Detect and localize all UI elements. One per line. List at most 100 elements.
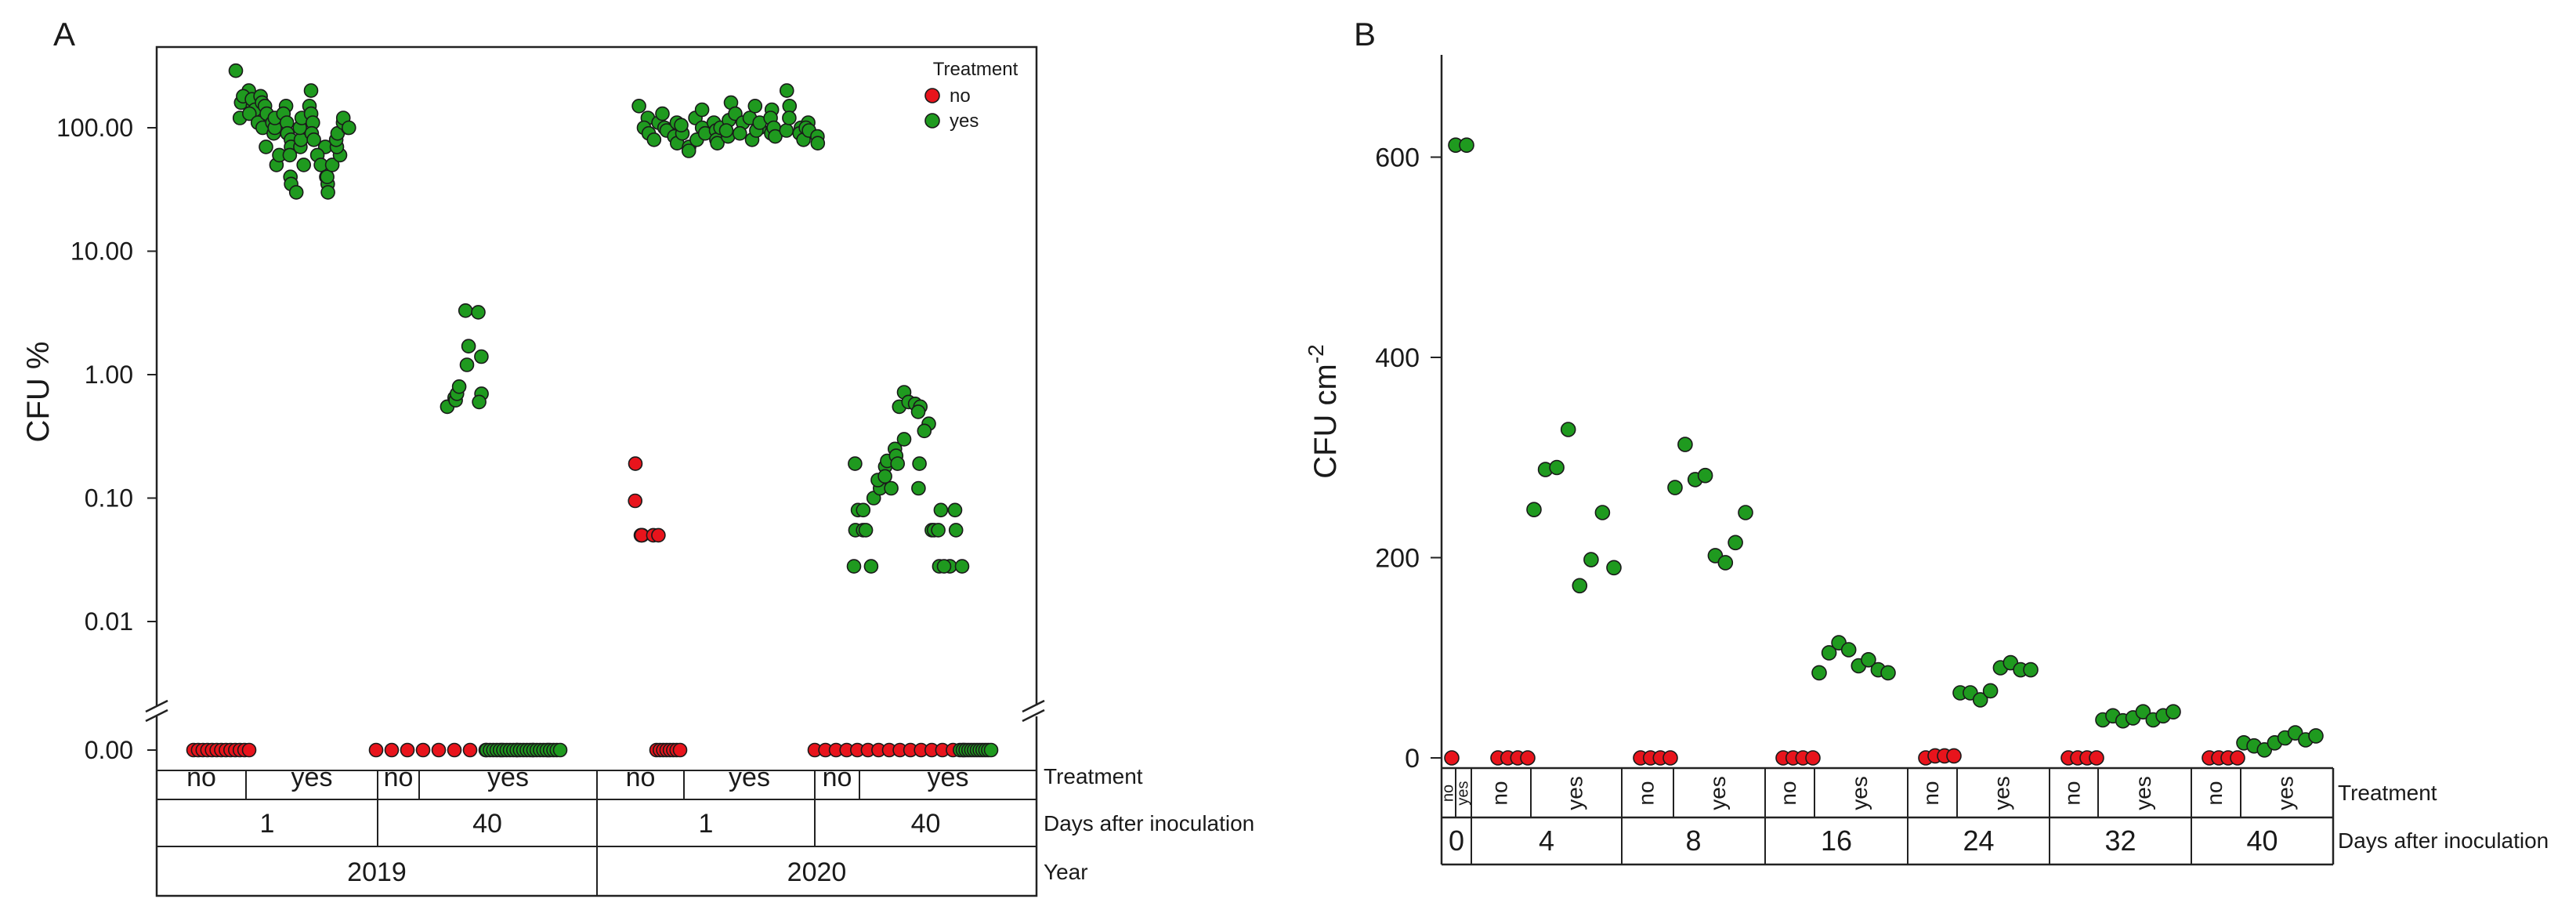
data-point-2020-d1-yes: [782, 111, 797, 125]
data-point-2019-d40-yes: [458, 303, 473, 318]
data-point-2019-d40-no: [415, 742, 431, 758]
days-label: 8: [1685, 825, 1701, 857]
data-point-2020-d1-yes: [810, 136, 826, 150]
data-point-d8-yes: [1697, 467, 1713, 484]
data-point-2020-d40-yes: [912, 456, 927, 471]
days-label: 40: [472, 809, 502, 839]
data-point-2020-d1-yes: [732, 125, 747, 141]
data-point-d16-yes: [1880, 665, 1896, 681]
axis-break-mark: [1022, 699, 1045, 713]
y-axis-label-superscript: -2: [1304, 344, 1328, 364]
data-point-d16-no: [1805, 750, 1821, 766]
data-point-2019-d40-no: [462, 742, 478, 758]
data-point-2020-d1-yes: [718, 123, 734, 138]
y-tick-label: 0.10: [85, 484, 133, 513]
days-label: 0: [1449, 825, 1464, 857]
data-point-2020-d1-no: [628, 456, 643, 471]
data-point-2020-d40-yes: [947, 502, 963, 518]
days-label: 1: [699, 809, 714, 839]
data-point-2020-d40-yes: [896, 432, 912, 447]
data-point-2020-d1-yes: [747, 99, 763, 114]
treatment-label: no: [1634, 781, 1658, 805]
data-point-2019-d1-yes: [282, 147, 298, 163]
treatment-label: no: [1487, 781, 1511, 805]
year-row-label: Year: [1044, 860, 1088, 884]
data-point-d16-yes: [1821, 645, 1837, 661]
year-label: 2019: [347, 857, 407, 887]
y-tick-label: 10.00: [71, 237, 133, 266]
data-point-2020-d40-yes: [983, 742, 999, 758]
data-point-2020-d40-yes: [948, 523, 964, 538]
data-point-2019-d1-yes: [303, 83, 319, 98]
treatment-row-label: Treatment: [1044, 764, 1143, 788]
data-point-2019-d1-no: [241, 742, 257, 758]
data-point-2019-d40-no: [431, 742, 447, 758]
data-point-2020-d40-yes: [856, 502, 871, 518]
data-point-d24-yes: [1982, 683, 1999, 699]
data-point-2020-d40-yes: [848, 456, 863, 471]
treatment-label: no: [2202, 781, 2227, 805]
data-point-2019-d40-yes: [471, 305, 486, 320]
data-point-2020-d40-yes: [863, 559, 879, 574]
data-point-d4-yes: [1583, 552, 1599, 567]
y-tick-label: 600: [1375, 143, 1420, 173]
y-tick-label: 0.00: [85, 736, 133, 764]
data-point-2020-d1-yes: [631, 99, 646, 114]
data-point-2020-d1-no: [628, 493, 643, 509]
y-tick-label: 0: [1405, 744, 1420, 774]
data-point-2020-d1-yes: [779, 83, 794, 98]
data-point-d32-no: [2089, 750, 2104, 766]
treatment-label: no: [626, 763, 656, 792]
data-point-2020-d40-yes: [858, 523, 874, 538]
treatment-label: no: [1919, 781, 1943, 805]
data-point-d24-yes: [1972, 692, 1988, 708]
data-point-2020-d1-yes: [768, 129, 783, 144]
data-point-2020-d40-yes: [884, 480, 899, 496]
data-point-2020-d1-no: [672, 742, 688, 758]
data-point-2019-d1-yes: [228, 63, 244, 78]
data-point-2019-d40-yes: [474, 349, 489, 364]
days-label: 16: [1821, 825, 1852, 857]
data-point-d4-yes: [1606, 560, 1622, 576]
treatment-label: no: [384, 763, 414, 792]
data-point-2019-d1-yes: [324, 158, 340, 172]
data-point-2020-d1-yes: [710, 136, 725, 150]
panel-b-letter: B: [1354, 16, 1376, 53]
treatment-label: yes: [2273, 776, 2297, 810]
days-label: 1: [260, 809, 275, 839]
data-point-d4-yes: [1594, 505, 1611, 520]
data-point-2020-d40-yes: [936, 559, 952, 574]
data-point-2020-d40-yes: [917, 423, 932, 439]
data-point-2019-d40-yes: [451, 379, 467, 394]
data-point-d16-yes: [1840, 642, 1857, 658]
treatment-label: yes: [1847, 776, 1872, 810]
panel-a-chart: A 0.00 0.01 0.10 1.00 10.00 100.00 CFU % Treatme…: [21, 16, 1254, 897]
data-point-2020-d1-yes: [655, 106, 670, 121]
data-point-2019-d40-yes: [552, 742, 568, 758]
treatment-label: no: [1439, 785, 1456, 802]
data-point-d0-yes: [1459, 137, 1474, 153]
data-point-2020-d40-yes: [910, 404, 926, 419]
data-point-d8-yes: [1667, 480, 1683, 495]
treatment-label: yes: [2131, 776, 2155, 810]
data-point-2019-d1-yes: [296, 158, 312, 172]
axis-break-mark: [145, 699, 168, 713]
data-point-2019-d1-yes: [241, 106, 257, 121]
days-label: 40: [911, 809, 941, 839]
data-point-d8-yes: [1728, 535, 1743, 551]
data-point-d4-yes: [1560, 422, 1576, 437]
days-label: 24: [1963, 825, 1994, 857]
axis-break-mark: [1022, 709, 1045, 723]
data-point-2019-d40-yes: [459, 357, 475, 372]
data-point-2020-d40-yes: [933, 502, 949, 518]
data-point-d8-no: [1662, 750, 1678, 766]
legend-title: Treatment: [933, 59, 1018, 80]
data-point-2019-d1-yes: [288, 185, 304, 200]
data-point-d16-yes: [1811, 665, 1827, 681]
data-point-2020-d40-yes: [877, 469, 892, 484]
data-point-d32-yes: [2165, 704, 2181, 720]
data-point-2020-d1-yes: [646, 132, 662, 147]
data-point-d40-no: [2230, 750, 2245, 766]
